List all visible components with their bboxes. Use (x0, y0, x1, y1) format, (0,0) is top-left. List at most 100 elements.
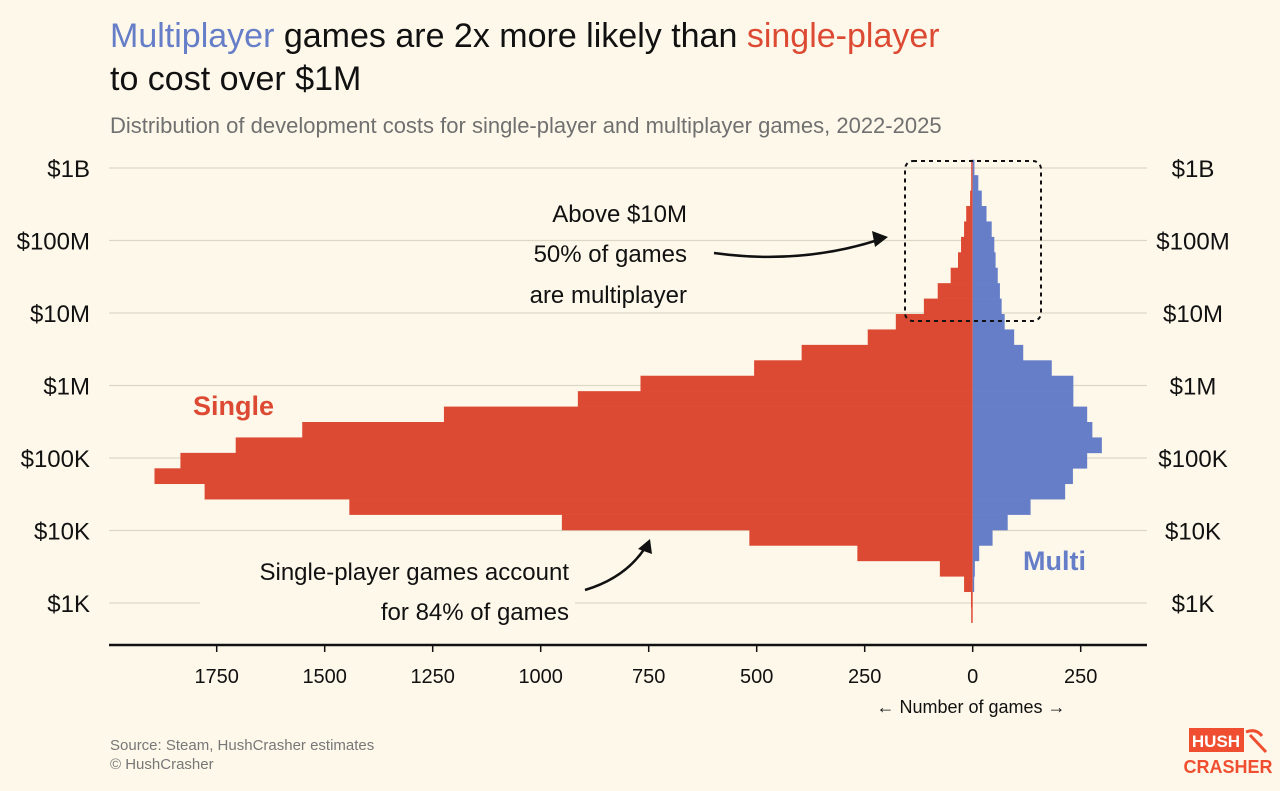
bar-single (154, 468, 973, 485)
arrowhead-icon (872, 231, 888, 247)
bar-multi (972, 314, 1005, 330)
annotation-arrow (584, 547, 647, 592)
bar-single (749, 530, 973, 546)
bar-single (970, 591, 973, 608)
bar-single (950, 267, 973, 284)
bar-single (302, 422, 973, 438)
bar-multi (972, 514, 1008, 531)
y-tick-label-left: $1M (43, 374, 90, 401)
x-tick-label: 1500 (302, 666, 347, 688)
bar-multi (972, 221, 992, 238)
y-tick-label-right: $1M (1170, 374, 1217, 401)
bar-single (971, 607, 973, 623)
bar-single (923, 298, 973, 315)
bar-multi (972, 267, 998, 284)
y-axis-labels: $1B $1B $100M $100M $10M $10M $1M $1M $100K $100K… (17, 156, 1230, 618)
annotation-single-share: Single-player games account for 84% of g… (200, 539, 652, 627)
x-tick-label: 0 (967, 666, 978, 688)
annotation-line: are multiplayer (530, 282, 687, 309)
annotation-above-10m: Above $10M 50% of games are multiplayer (530, 201, 888, 309)
title-single-player: single-player (747, 17, 940, 55)
highlight-box (904, 160, 1042, 322)
source-note: Source: Steam, HushCrasher estimates (110, 737, 374, 754)
pickaxe-icon (1245, 729, 1268, 754)
bar-multi (972, 252, 996, 269)
bar-single (443, 406, 973, 423)
arrowhead-icon (638, 539, 652, 554)
y-tick-label-left: $1K (47, 591, 90, 618)
bars (154, 159, 1102, 623)
y-tick-label-left: $1B (47, 156, 90, 183)
x-tick-label: 1250 (410, 666, 455, 688)
bar-single (939, 560, 973, 577)
bar-multi (972, 483, 1066, 500)
y-tick-label-right: $10K (1165, 519, 1221, 546)
title-multiplayer: Multiplayer (110, 17, 274, 55)
y-tick-label-right: $100M (1156, 229, 1229, 256)
bar-multi (972, 560, 975, 577)
bar-single (867, 329, 973, 346)
bar-multi (972, 236, 995, 253)
bar-single (577, 391, 973, 407)
y-tick-label-right: $10M (1163, 301, 1223, 328)
bar-single (937, 283, 973, 299)
bar-single (966, 206, 973, 222)
x-tick-label: 1000 (518, 666, 563, 688)
y-tick-label-left: $10K (34, 519, 90, 546)
bar-single (801, 344, 973, 361)
bar-multi (972, 329, 1015, 346)
bar-single (970, 190, 973, 207)
x-axis-ticks: 1750 1500 1250 1000 750 500 250 0 250 (194, 645, 1097, 688)
bar-single (204, 483, 973, 500)
annotation-line: 50% of games (534, 241, 687, 268)
annotation-line: Above $10M (552, 201, 687, 228)
bar-multi (972, 545, 980, 562)
bar-single (958, 252, 973, 269)
y-tick-label-right: $100K (1158, 446, 1227, 473)
bar-multi (972, 499, 1031, 515)
bar-single (235, 437, 973, 454)
x-tick-label: 250 (1064, 666, 1097, 688)
bar-multi (972, 437, 1102, 454)
bar-multi (972, 576, 975, 593)
bar-single (754, 360, 973, 377)
annotation-background (200, 555, 575, 627)
bar-multi (972, 452, 1088, 469)
svg-text:HUSH: HUSH (1192, 732, 1240, 751)
copyright-note: © HushCrasher (110, 756, 214, 773)
annotation-line: Single-player games account (259, 559, 569, 586)
y-tick-label-right: $1B (1172, 156, 1215, 183)
series-label-single: Single (193, 391, 274, 421)
bar-single (961, 236, 973, 253)
bar-multi (972, 422, 1093, 438)
chart-title-line2: to cost over $1M (110, 60, 361, 98)
bar-multi (972, 283, 1000, 299)
bar-multi (972, 159, 975, 176)
bar-multi (972, 206, 987, 222)
bar-single (857, 545, 973, 562)
bar-single (964, 221, 973, 238)
x-tick-label: 250 (848, 666, 881, 688)
x-tick-label: 500 (740, 666, 773, 688)
bar-single (349, 499, 973, 515)
chart-subtitle: Distribution of development costs for si… (110, 113, 942, 138)
x-tick-label: 1750 (194, 666, 239, 688)
y-tick-label-left: $100M (17, 229, 90, 256)
x-axis-label: ← Number of games → (876, 697, 1065, 717)
bar-multi (972, 375, 1074, 392)
bar-single (971, 159, 973, 176)
bar-multi (972, 344, 1024, 361)
y-tick-label-left: $10M (30, 301, 90, 328)
bar-multi (972, 190, 982, 207)
svg-text:CRASHER: CRASHER (1183, 757, 1272, 777)
bar-multi (972, 530, 993, 546)
bar-multi (972, 406, 1088, 423)
series-label-multi: Multi (1023, 546, 1086, 576)
chart-title-line1: Multiplayer games are 2x more likely tha… (110, 17, 940, 55)
bar-single (180, 452, 973, 469)
bar-single (964, 576, 973, 593)
annotation-arrow (713, 238, 879, 259)
bar-multi (972, 175, 979, 191)
bar-multi (972, 360, 1052, 377)
